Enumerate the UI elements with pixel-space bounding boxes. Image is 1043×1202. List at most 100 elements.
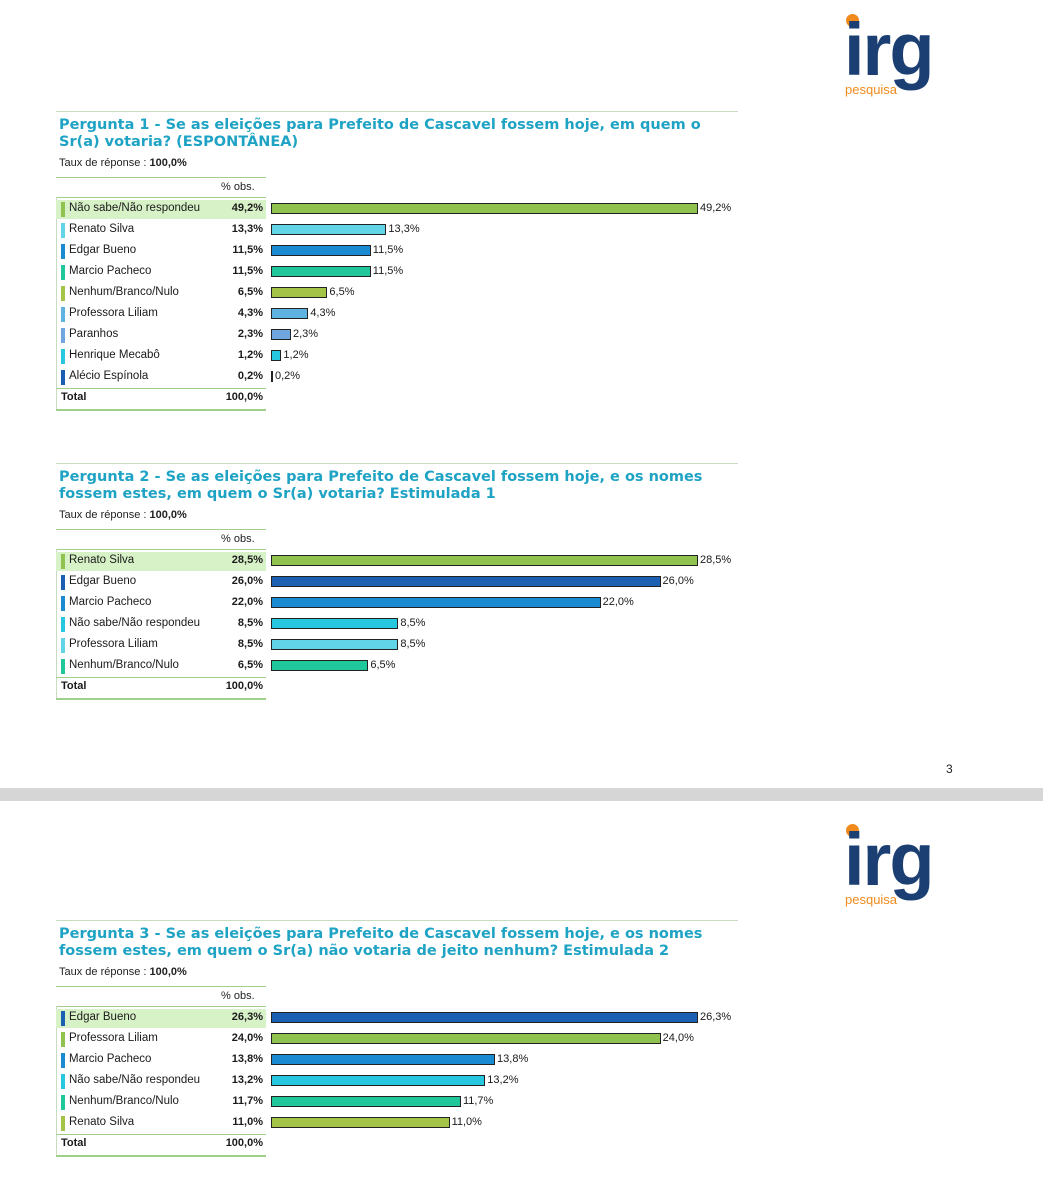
row-highlight [56,200,266,219]
total-value: 100,0% [225,391,263,403]
legend-swatch [61,1116,65,1131]
bar-label: 1,2% [283,349,309,361]
response-rate-value: 100,0% [149,966,187,978]
row-label: Marcio Pacheco [69,596,152,608]
table-row: Renato Silva 28,5% 28,5% [56,551,738,572]
legend-swatch [61,202,65,217]
row-percent: 6,5% [237,286,263,298]
legend-swatch [61,575,65,590]
row-percent: 24,0% [231,1032,263,1044]
column-header: % obs. [221,533,255,545]
row-label: Não sabe/Não respondeu [69,1074,201,1086]
total-line [56,388,266,389]
bar [271,555,698,566]
table-row: Nenhum/Branco/Nulo 11,7% 11,7% [56,1092,738,1113]
page-separator [0,788,1043,801]
table-row: Marcio Pacheco 22,0% 22,0% [56,593,738,614]
row-highlight [56,1009,266,1028]
legend-swatch [61,244,65,259]
row-label: Não sabe/Não respondeu [69,202,201,214]
row-percent: 0,2% [237,370,263,382]
bar-label: 13,3% [388,223,420,235]
response-rate: Taux de réponse : 100,0% [59,157,187,169]
bar-label: 0,2% [275,370,301,382]
logo-sub: pesquisa [845,82,898,97]
legend-swatch [61,617,65,632]
row-percent: 11,5% [232,265,263,277]
irg-logo-top: irg pesquisa [838,10,958,105]
total-bottom-line [56,698,266,700]
header-line [56,529,266,530]
bar-label: 6,5% [329,286,355,298]
row-percent: 1,2% [237,349,263,361]
left-border [56,549,57,698]
bar [271,1075,486,1086]
total-line [56,1134,266,1135]
bar [271,1096,461,1107]
total-label: Total [61,1137,87,1149]
header-line [56,177,266,178]
row-label: Nenhum/Branco/Nulo [69,659,179,671]
total-label: Total [61,391,87,403]
chart-title: Pergunta 1 - Se as eleições para Prefeit… [59,117,701,150]
logo-brand: irg [844,8,935,91]
page-number: 3 [946,762,953,776]
legend-swatch [61,286,65,301]
row-percent: 2,3% [237,328,263,340]
response-rate-label: Taux de réponse : [59,157,150,169]
legend-swatch [61,1095,65,1110]
legend-swatch [61,223,65,238]
row-percent: 28,5% [231,554,263,566]
row-percent: 13,2% [231,1074,263,1086]
legend-swatch [61,554,65,569]
bar-label: 22,0% [602,596,634,608]
column-header: % obs. [221,181,255,193]
bar [271,1054,496,1065]
bar [271,224,387,235]
row-label: Professora Liliam [69,1032,158,1044]
legend-swatch [61,638,65,653]
row-label: Edgar Bueno [69,575,137,587]
bar [271,660,369,671]
response-rate-value: 100,0% [149,157,187,169]
bar-label: 8,5% [400,617,426,629]
table-row: Não sabe/Não respondeu 13,2% 13,2% [56,1071,738,1092]
bar [271,576,661,587]
table-row: Professora Liliam 24,0% 24,0% [56,1029,738,1050]
logo-dot-icon [846,824,859,837]
response-rate-value: 100,0% [149,509,187,521]
legend-swatch [61,659,65,674]
section-top-line [56,920,738,921]
table-row: Paranhos 2,3% 2,3% [56,325,738,346]
row-percent: 11,0% [232,1116,263,1128]
legend-swatch [61,307,65,322]
header-line [56,549,266,550]
bar-label: 4,3% [310,307,336,319]
row-label: Marcio Pacheco [69,265,152,277]
row-label: Renato Silva [69,1116,135,1128]
row-label: Não sabe/Não respondeu [69,617,201,629]
table-row: Edgar Bueno 11,5% 11,5% [56,241,738,262]
table-row: Edgar Bueno 26,0% 26,0% [56,572,738,593]
table-row: Nenhum/Branco/Nulo 6,5% 6,5% [56,283,738,304]
bar-label: 11,5% [372,244,404,256]
bar-label: 13,8% [497,1053,529,1065]
bar [271,618,399,629]
total-bottom-line [56,1155,266,1157]
legend-swatch [61,1053,65,1068]
bar-label: 8,5% [400,638,426,650]
bar [271,597,601,608]
question-2-chart: Pergunta 2 - Se as eleições para Prefeit… [56,463,738,700]
bar-label: 26,3% [700,1011,732,1023]
section-top-line [56,463,738,464]
bar-label: 13,2% [487,1074,519,1086]
row-percent: 11,5% [232,244,263,256]
section-top-line [56,111,738,112]
row-percent: 13,8% [231,1053,263,1065]
bar-label: 28,5% [700,554,732,566]
legend-swatch [61,349,65,364]
left-border [56,197,57,409]
bar [271,1012,698,1023]
row-label: Nenhum/Branco/Nulo [69,286,179,298]
row-percent: 26,3% [231,1011,263,1023]
